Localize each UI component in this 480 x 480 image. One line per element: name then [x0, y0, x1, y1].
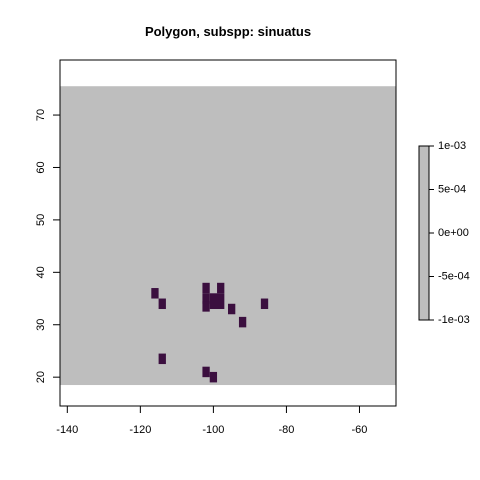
raster-cell [217, 283, 224, 293]
legend-tick-label: 0e+00 [438, 227, 469, 239]
raster-cell [210, 372, 217, 382]
raster-cell [228, 304, 235, 314]
y-tick-label: 40 [35, 266, 47, 278]
y-tick-label: 70 [35, 109, 47, 121]
legend-tick-label: -5e-04 [438, 270, 470, 282]
legend-tick-label: 5e-04 [438, 183, 466, 195]
raster-cell [159, 354, 166, 364]
raster-cell [202, 301, 209, 311]
x-tick-label: -120 [129, 424, 151, 436]
raster-cell [202, 367, 209, 377]
y-tick-label: 60 [35, 161, 47, 173]
raster-cell [202, 283, 209, 293]
legend-tick-label: -1e-03 [438, 314, 470, 326]
raster-background [60, 86, 396, 385]
raster-cell [210, 293, 225, 309]
y-tick-label: 30 [35, 319, 47, 331]
y-tick-label: 20 [35, 371, 47, 383]
x-tick-label: -140 [56, 424, 78, 436]
x-tick-label: -100 [202, 424, 224, 436]
x-tick-label: -80 [278, 424, 294, 436]
legend-bar [419, 146, 429, 320]
raster-cell [159, 299, 166, 309]
raster-cell [239, 317, 246, 327]
raster-cell [151, 288, 158, 298]
raster-cell [261, 299, 268, 309]
y-tick-label: 50 [35, 214, 47, 226]
legend-tick-label: 1e-03 [438, 140, 466, 152]
x-tick-label: -60 [352, 424, 368, 436]
chart-title: Polygon, subspp: sinuatus [145, 24, 311, 39]
